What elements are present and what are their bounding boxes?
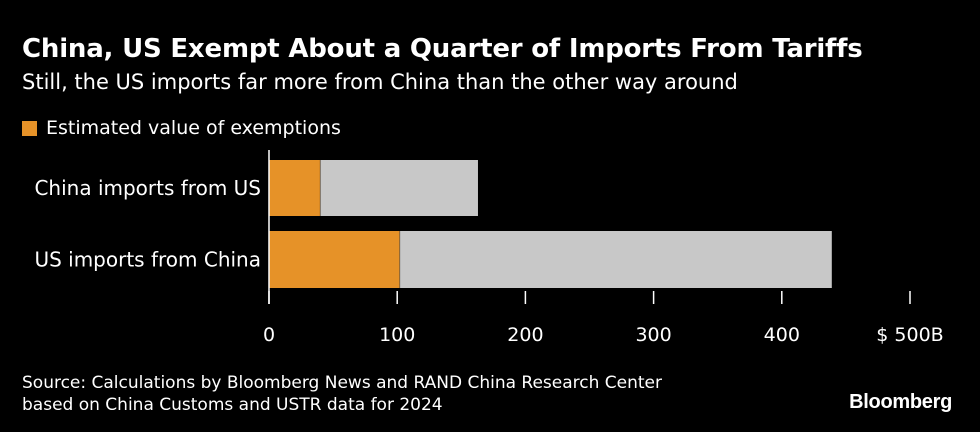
x-tick-label-2: 200	[507, 324, 543, 346]
x-tick-label-5: $ 500B	[876, 324, 943, 346]
x-tick-label-4: 400	[764, 324, 800, 346]
bloomberg-logo: Bloomberg	[849, 391, 952, 413]
x-tick-label-1: 100	[379, 324, 415, 346]
category-label-1: US imports from China	[34, 248, 261, 272]
bar-segment-0-1	[320, 160, 478, 216]
bar-segment-1-1	[399, 231, 832, 288]
legend-swatch-exemptions	[22, 120, 37, 136]
bar-segment-0-0	[269, 160, 321, 216]
x-tick-label-0: 0	[263, 324, 275, 346]
bar-segment-1-0	[269, 231, 400, 288]
x-tick-label-3: 300	[635, 324, 671, 346]
legend: Estimated value of exemptions	[22, 117, 341, 139]
category-label-0: China imports from US	[34, 176, 261, 200]
legend-label-exemptions: Estimated value of exemptions	[46, 117, 341, 139]
source-line-2: based on China Customs and USTR data for…	[22, 395, 443, 415]
source-note: Source: Calculations by Bloomberg News a…	[22, 372, 662, 416]
chart-subtitle: Still, the US imports far more from Chin…	[22, 70, 738, 94]
source-line-1: Source: Calculations by Bloomberg News a…	[22, 373, 663, 393]
chart-title: China, US Exempt About a Quarter of Impo…	[22, 34, 863, 64]
